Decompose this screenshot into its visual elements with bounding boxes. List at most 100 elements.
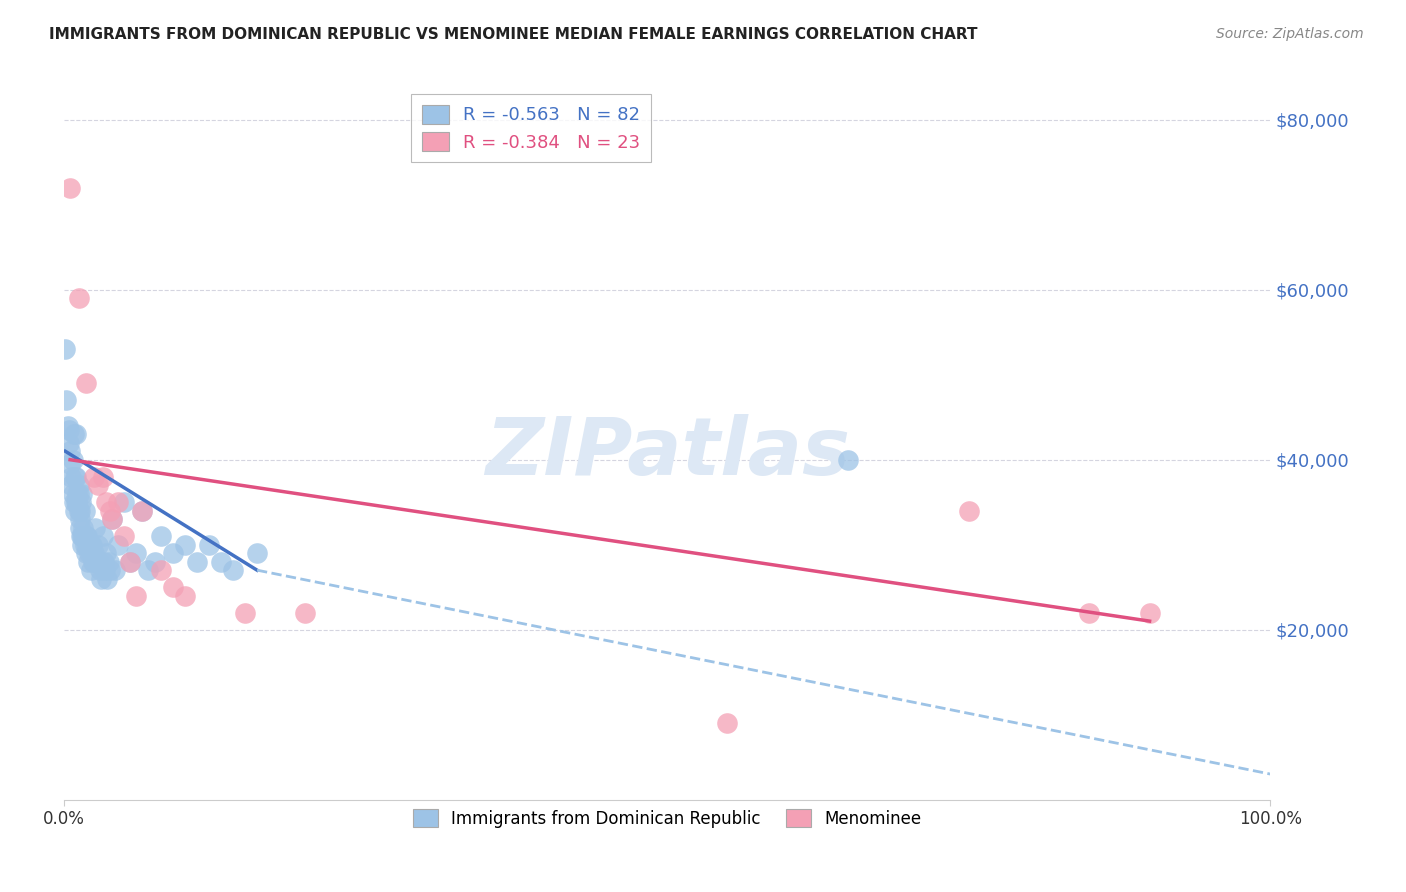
Point	[62, 486, 84, 500]
Point	[60, 469, 83, 483]
Point	[149, 529, 172, 543]
Point	[67, 291, 90, 305]
Point	[131, 504, 153, 518]
Point	[58, 423, 80, 437]
Point	[56, 418, 79, 433]
Point	[66, 486, 89, 500]
Point	[84, 521, 107, 535]
Point	[162, 546, 184, 560]
Point	[65, 495, 87, 509]
Point	[112, 495, 135, 509]
Point	[104, 563, 127, 577]
Point	[70, 529, 93, 543]
Point	[82, 555, 104, 569]
Point	[70, 495, 93, 509]
Point	[98, 563, 121, 577]
Point	[62, 427, 84, 442]
Point	[53, 343, 76, 357]
Point	[96, 495, 118, 509]
Point	[79, 546, 101, 560]
Text: IMMIGRANTS FROM DOMINICAN REPUBLIC VS MENOMINEE MEDIAN FEMALE EARNINGS CORRELATI: IMMIGRANTS FROM DOMINICAN REPUBLIC VS ME…	[49, 27, 977, 42]
Point	[77, 555, 100, 569]
Point	[59, 457, 82, 471]
Point	[87, 555, 110, 569]
Point	[173, 538, 195, 552]
Point	[70, 486, 93, 500]
Point	[98, 504, 121, 518]
Point	[80, 538, 103, 552]
Point	[107, 538, 129, 552]
Point	[59, 444, 82, 458]
Point	[233, 606, 256, 620]
Point	[76, 538, 98, 552]
Point	[125, 589, 148, 603]
Point	[75, 529, 97, 543]
Point	[93, 555, 115, 569]
Point	[62, 495, 84, 509]
Point	[69, 521, 91, 535]
Point	[63, 469, 86, 483]
Point	[79, 563, 101, 577]
Point	[143, 555, 166, 569]
Point	[716, 716, 738, 731]
Point	[96, 572, 118, 586]
Point	[69, 512, 91, 526]
Point	[87, 478, 110, 492]
Point	[101, 512, 124, 526]
Point	[73, 504, 96, 518]
Point	[209, 555, 232, 569]
Point	[63, 504, 86, 518]
Point	[79, 538, 101, 552]
Point	[73, 538, 96, 552]
Point	[69, 504, 91, 518]
Point	[1139, 606, 1161, 620]
Point	[67, 504, 90, 518]
Point	[173, 589, 195, 603]
Point	[186, 555, 208, 569]
Point	[246, 546, 269, 560]
Point	[97, 555, 120, 569]
Point	[80, 546, 103, 560]
Point	[65, 427, 87, 442]
Point	[222, 563, 245, 577]
Point	[70, 529, 93, 543]
Point	[87, 538, 110, 552]
Point	[65, 469, 87, 483]
Point	[66, 495, 89, 509]
Point	[162, 580, 184, 594]
Point	[83, 546, 105, 560]
Point	[120, 555, 142, 569]
Point	[120, 555, 142, 569]
Point	[96, 546, 118, 560]
Point	[149, 563, 172, 577]
Point	[79, 538, 101, 552]
Point	[60, 478, 83, 492]
Point	[59, 181, 82, 195]
Point	[112, 529, 135, 543]
Point	[58, 435, 80, 450]
Point	[70, 538, 93, 552]
Point	[72, 529, 94, 543]
Point	[138, 563, 160, 577]
Point	[83, 555, 105, 569]
Legend: Immigrants from Dominican Republic, Menominee: Immigrants from Dominican Republic, Meno…	[406, 803, 928, 835]
Point	[77, 538, 100, 552]
Point	[55, 393, 77, 408]
Point	[198, 538, 221, 552]
Point	[67, 478, 90, 492]
Point	[75, 376, 97, 391]
Point	[83, 469, 105, 483]
Point	[75, 546, 97, 560]
Point	[294, 606, 316, 620]
Point	[101, 512, 124, 526]
Point	[91, 529, 114, 543]
Point	[107, 495, 129, 509]
Point	[72, 521, 94, 535]
Point	[76, 529, 98, 543]
Text: ZIPatlas: ZIPatlas	[485, 414, 849, 491]
Point	[957, 504, 980, 518]
Point	[125, 546, 148, 560]
Text: Source: ZipAtlas.com: Source: ZipAtlas.com	[1216, 27, 1364, 41]
Point	[90, 572, 112, 586]
Point	[1078, 606, 1101, 620]
